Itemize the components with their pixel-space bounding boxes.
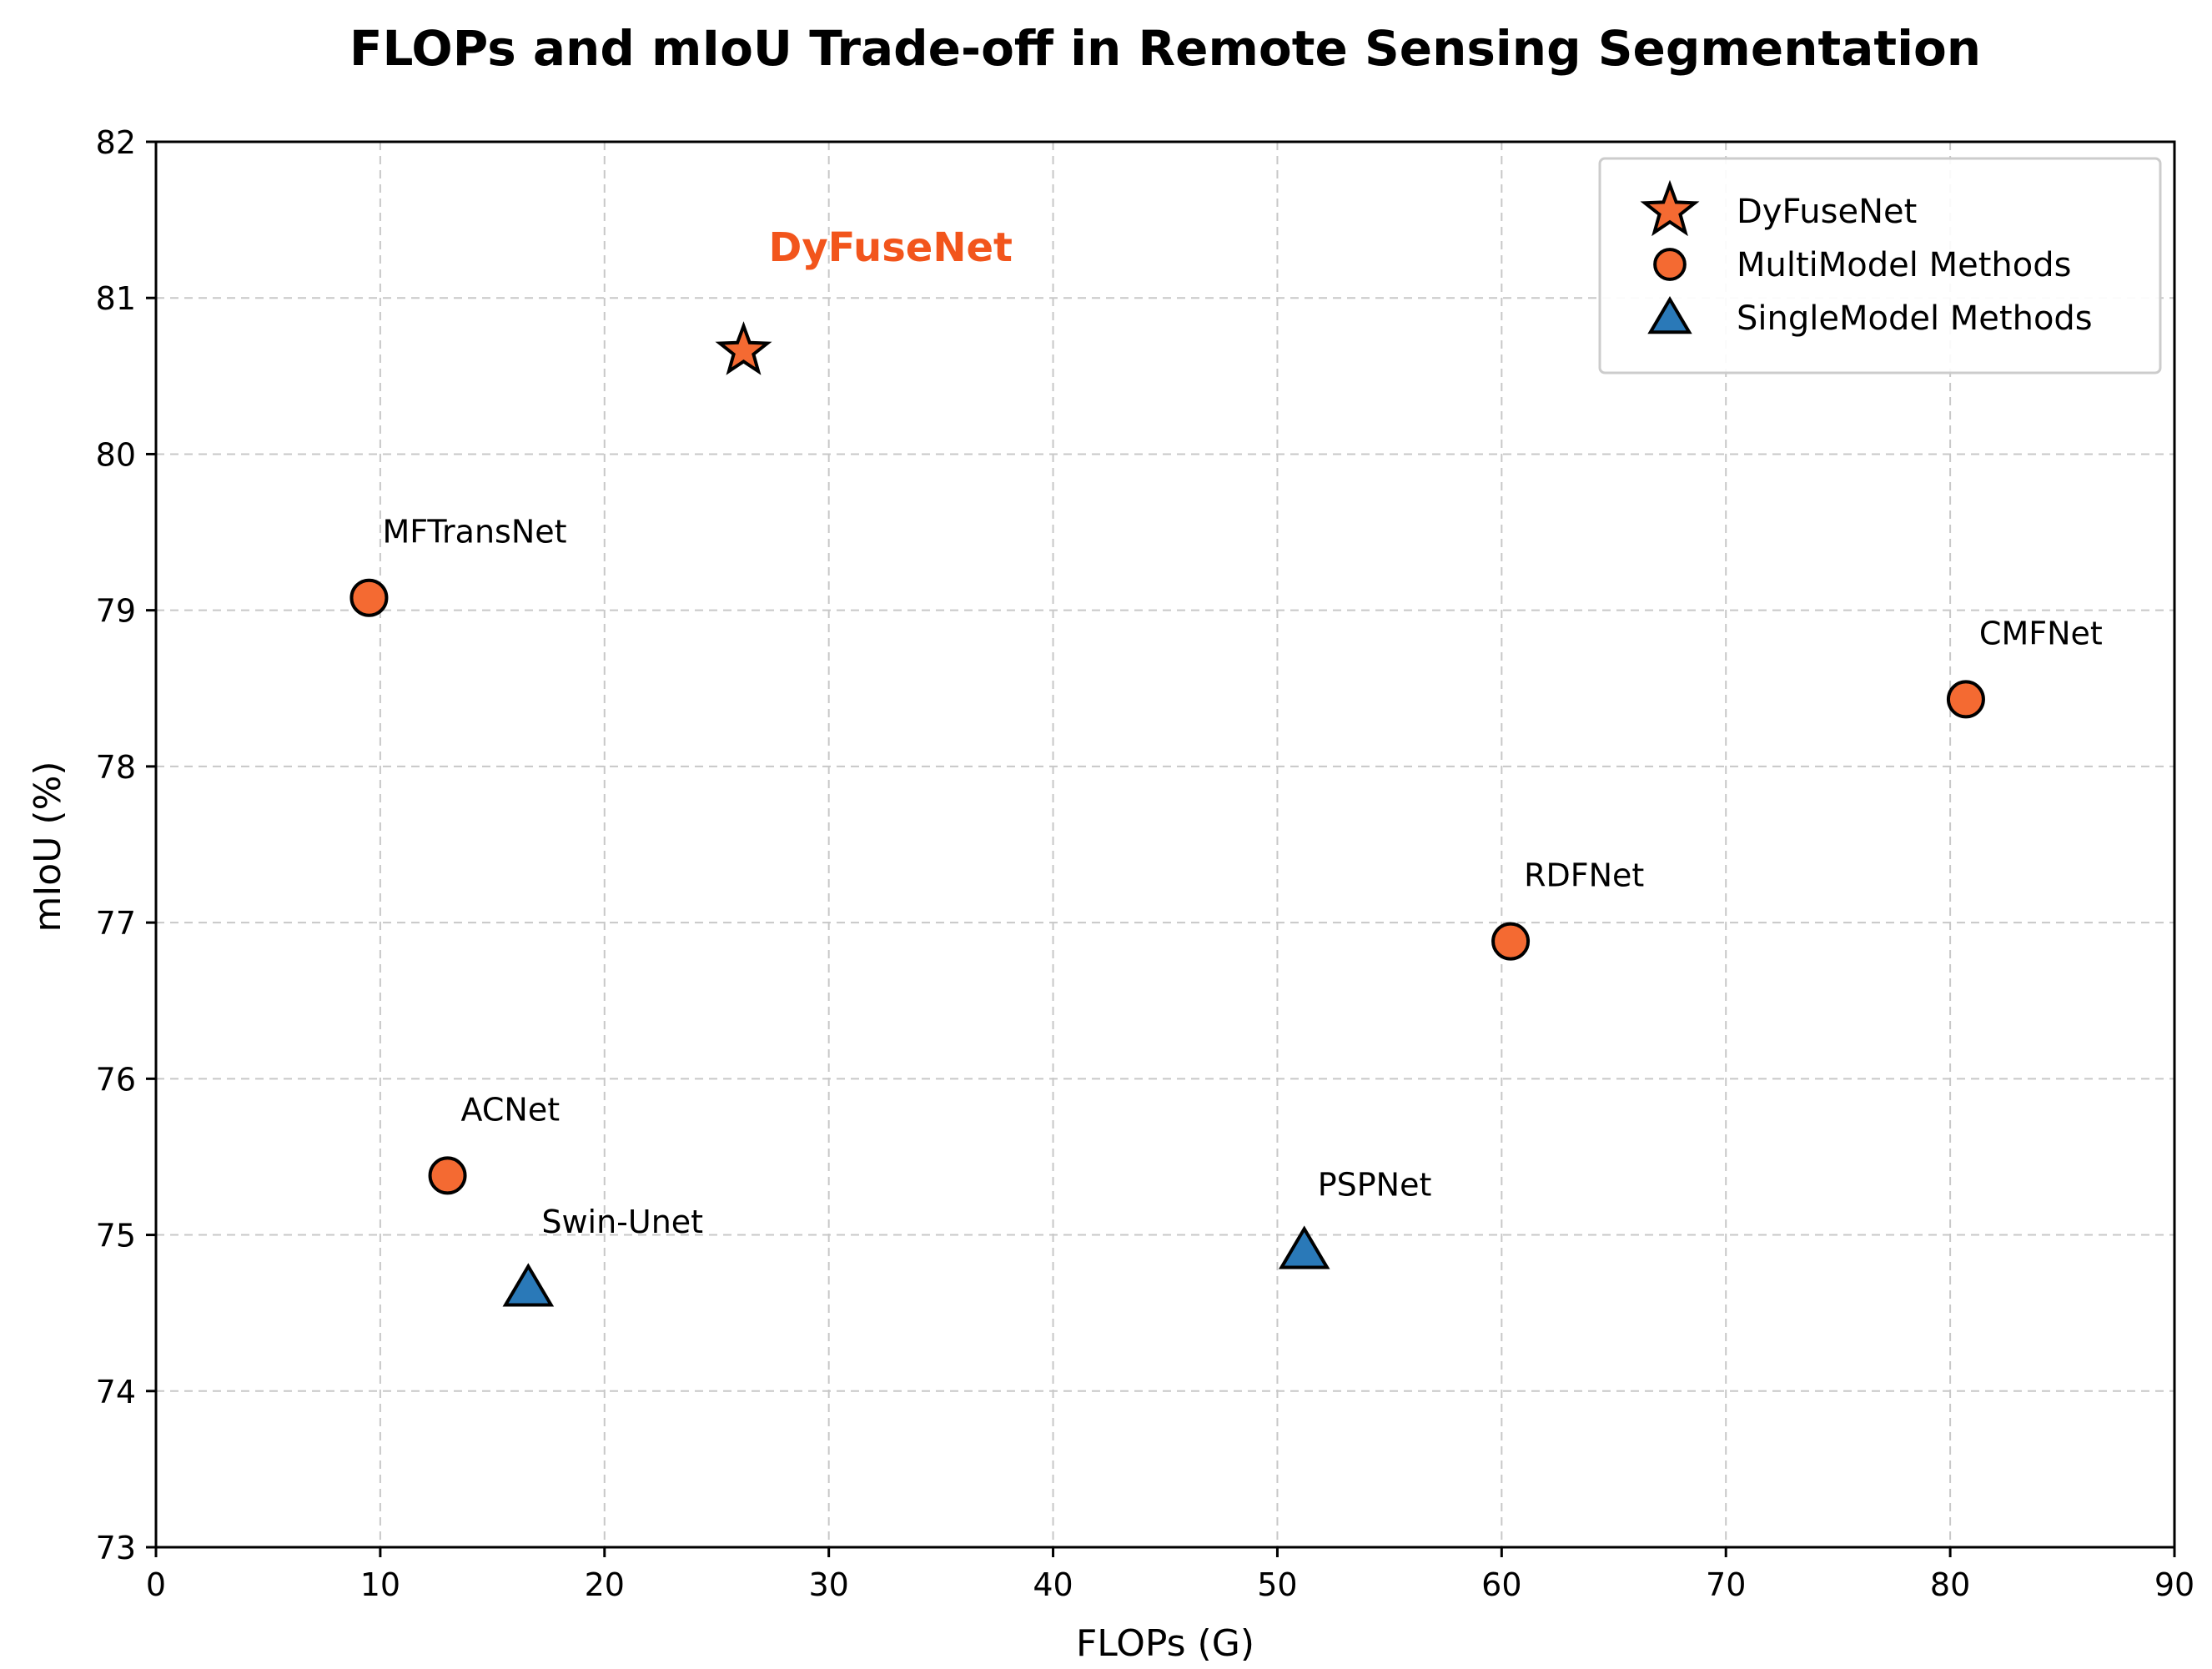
point-acnet (428, 1156, 467, 1195)
axis-ticks: 0 10 20 30 40 50 60 70 80 90 73 74 75 76 77 78 79 80 81 82 (96, 124, 2195, 1603)
x-tick-label: 10 (360, 1566, 400, 1603)
point-label-swin-unet: Swin-Unet (541, 1204, 703, 1240)
y-tick-label: 75 (96, 1218, 136, 1254)
x-tick-label: 20 (585, 1566, 625, 1603)
x-tick-label: 80 (1930, 1566, 1970, 1603)
chart-title: FLOPs and mIoU Trade-off in Remote Sensi… (349, 20, 1981, 77)
y-tick-label: 78 (96, 749, 136, 786)
legend-entry-label: SingleModel Methods (1737, 299, 2093, 338)
legend-entry-label: DyFuseNet (1737, 193, 1917, 231)
legend-entry-label: MultiModel Methods (1737, 246, 2071, 284)
legend-marker-star (1640, 179, 1700, 237)
legend: DyFuseNet MultiModel Methods SingleModel M… (1598, 157, 2162, 375)
point-label-rdfnet: RDFNet (1524, 857, 1644, 894)
x-axis-label: FLOPs (G) (1076, 1622, 1254, 1665)
x-tick-label: 60 (1481, 1566, 1521, 1603)
data-points: DyFuseNet MFTransNet ACNet RDFNet CMFNet Swin… (349, 224, 2103, 1307)
y-tick-label: 74 (96, 1374, 136, 1410)
legend-marker-triangle (1647, 295, 1692, 334)
x-tick-label: 0 (146, 1566, 166, 1603)
x-tick-label: 30 (808, 1566, 848, 1603)
y-tick-label: 79 (96, 593, 136, 630)
point-label-cmfnet: CMFNet (1979, 615, 2103, 651)
x-tick-label: 90 (2154, 1566, 2194, 1603)
point-label-dyfusenet: DyFuseNet (768, 224, 1013, 271)
y-tick-label: 82 (96, 124, 136, 161)
y-tick-label: 80 (96, 436, 136, 473)
point-label-pspnet: PSPNet (1318, 1166, 1432, 1203)
point-rdfnet (1491, 922, 1531, 961)
y-tick-label: 76 (96, 1061, 136, 1098)
y-tick-label: 81 (96, 280, 136, 317)
x-tick-label: 40 (1033, 1566, 1073, 1603)
x-tick-label: 70 (1706, 1566, 1746, 1603)
x-tick-label: 50 (1257, 1566, 1297, 1603)
point-pspnet (1278, 1225, 1330, 1269)
point-label-mftransnet: MFTransNet (382, 514, 566, 550)
point-swin-unet (502, 1263, 555, 1307)
y-tick-label: 73 (96, 1530, 136, 1566)
point-mftransnet (349, 578, 389, 617)
point-dyfusenet (715, 321, 772, 375)
y-axis-label: mIoU (%) (27, 761, 69, 932)
point-cmfnet (1946, 680, 1985, 719)
point-label-acnet: ACNet (461, 1091, 561, 1128)
plot-frame (154, 140, 2176, 1549)
legend-box (1598, 157, 2162, 375)
y-tick-label: 77 (96, 905, 136, 942)
legend-marker-circle (1653, 248, 1687, 281)
